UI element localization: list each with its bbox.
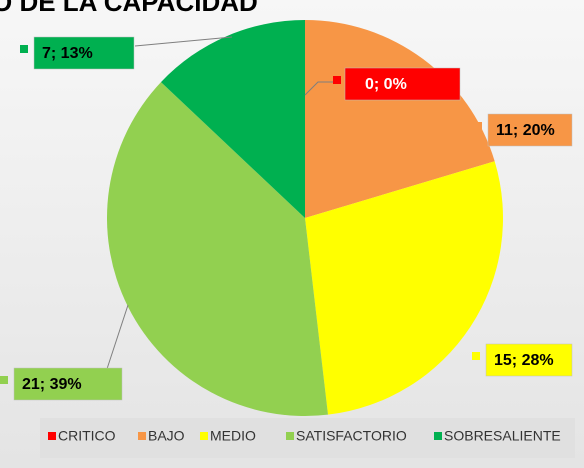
legend-key <box>138 432 146 440</box>
label-key <box>474 122 482 130</box>
data-label: 7; 13% <box>42 45 93 62</box>
legend-key <box>48 432 56 440</box>
leader-line <box>104 304 129 376</box>
legend-box <box>40 418 575 458</box>
legend-label: SATISFACTORIO <box>296 428 407 444</box>
data-label: 21; 39% <box>22 376 82 393</box>
legend-key <box>286 432 294 440</box>
label-box <box>487 113 573 147</box>
chart-title: O DE LA CAPACIDAD <box>0 0 258 17</box>
legend-label: CRITICO <box>58 428 116 444</box>
legend-label: MEDIO <box>210 428 256 444</box>
label-box <box>33 36 135 70</box>
label-key <box>333 76 341 84</box>
pie-slice <box>160 20 305 218</box>
label-key <box>0 376 8 384</box>
legend-key <box>434 432 442 440</box>
data-label: 11; 20% <box>496 122 555 139</box>
pie-slice <box>106 82 328 417</box>
label-box <box>344 67 461 101</box>
leader-line <box>134 36 233 47</box>
legend-label: SOBRESALIENTE <box>444 428 561 444</box>
label-key <box>472 352 480 360</box>
pie-slice <box>305 161 503 415</box>
data-label: 15; 28% <box>494 352 554 369</box>
label-box <box>13 367 123 401</box>
label-key <box>20 45 28 53</box>
label-box <box>485 343 573 377</box>
legend-key <box>200 432 208 440</box>
legend-label: BAJO <box>148 428 185 444</box>
leader-line <box>304 81 333 96</box>
data-label: 0; 0% <box>365 76 407 93</box>
